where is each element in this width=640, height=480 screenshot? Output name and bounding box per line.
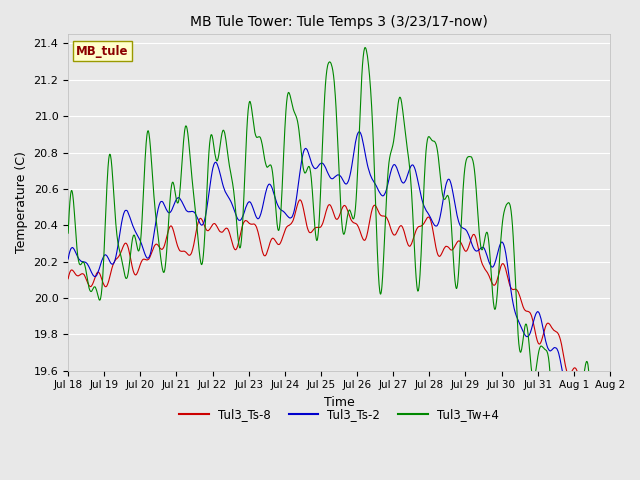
Y-axis label: Temperature (C): Temperature (C) (15, 152, 28, 253)
Title: MB Tule Tower: Tule Temps 3 (3/23/17-now): MB Tule Tower: Tule Temps 3 (3/23/17-now… (190, 15, 488, 29)
Legend: Tul3_Ts-8, Tul3_Ts-2, Tul3_Tw+4: Tul3_Ts-8, Tul3_Ts-2, Tul3_Tw+4 (174, 403, 504, 425)
X-axis label: Time: Time (324, 396, 355, 409)
Text: MB_tule: MB_tule (76, 45, 129, 58)
